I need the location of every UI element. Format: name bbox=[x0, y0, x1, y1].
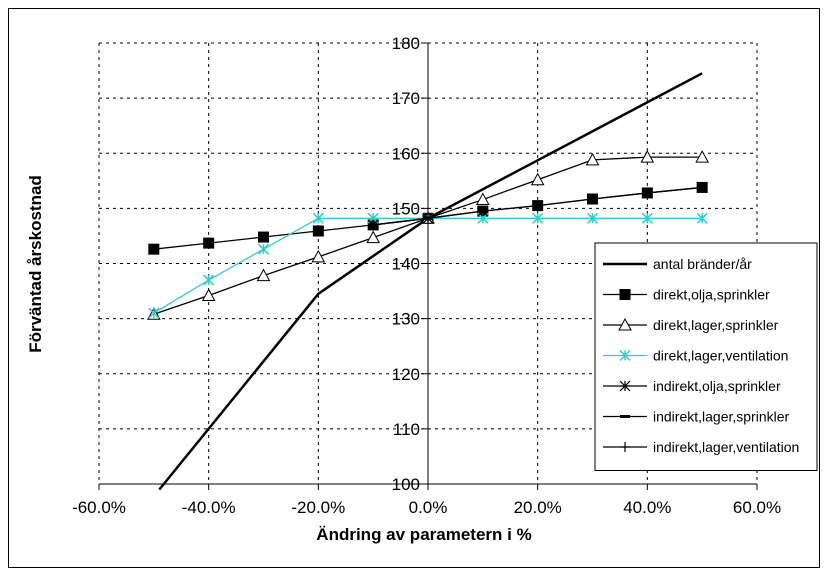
y-tick-label: 140 bbox=[392, 255, 420, 274]
legend-item: direkt,olja,sprinkler bbox=[603, 287, 770, 303]
y-tick-label: 160 bbox=[392, 144, 420, 163]
series-line bbox=[158, 72, 703, 491]
triangle-marker bbox=[695, 150, 710, 163]
star-marker bbox=[477, 205, 489, 217]
square-marker bbox=[312, 225, 324, 237]
square-marker bbox=[258, 231, 269, 243]
asterisk-marker bbox=[696, 212, 708, 224]
plus-marker bbox=[620, 442, 630, 452]
y-tick-label: 170 bbox=[392, 89, 420, 108]
legend-label: indirekt,lager,sprinkler bbox=[653, 409, 790, 425]
square-marker bbox=[619, 289, 631, 300]
asterisk-marker bbox=[532, 212, 544, 224]
x-tick-label: 20.0% bbox=[514, 498, 562, 517]
triangle-marker bbox=[530, 172, 545, 186]
y-axis-title: Förväntad årskostnad bbox=[26, 175, 45, 353]
legend-item: antal bränder/år bbox=[603, 256, 752, 272]
y-tick-label: 110 bbox=[393, 420, 420, 439]
legend-item: indirekt,lager,sprinkler bbox=[603, 409, 790, 425]
star-marker bbox=[587, 193, 598, 205]
legend-label: direkt,lager,sprinkler bbox=[653, 317, 779, 333]
legend-label: indirekt,lager,ventilation bbox=[653, 439, 799, 455]
y-tick-label: 150 bbox=[392, 199, 420, 218]
asterisk-marker bbox=[203, 274, 215, 286]
legend-item: direkt,lager,sprinkler bbox=[603, 317, 779, 333]
legend-item: indirekt,lager,ventilation bbox=[603, 439, 799, 455]
legend-box bbox=[594, 242, 818, 471]
y-tick-label: 100 bbox=[392, 475, 420, 494]
x-tick-label: -20.0% bbox=[291, 498, 345, 517]
legend-item: direkt,lager,ventilation bbox=[603, 348, 788, 364]
asterisk-marker bbox=[641, 212, 653, 224]
asterisk-marker bbox=[619, 349, 631, 362]
triangle-marker bbox=[366, 230, 381, 244]
triangle-marker bbox=[475, 192, 490, 206]
legend: antal bränder/år direkt,olja,sprinkler dir… bbox=[594, 242, 818, 471]
x-axis-title: Ändring av parametern i % bbox=[316, 525, 531, 544]
series-6 bbox=[368, 213, 433, 230]
legend-label: indirekt,olja,sprinkler bbox=[653, 378, 781, 394]
series-layer bbox=[146, 72, 710, 491]
triangle-marker bbox=[585, 152, 600, 166]
triangle-marker bbox=[201, 288, 216, 301]
triangle-marker bbox=[256, 268, 271, 282]
star-marker bbox=[641, 187, 653, 199]
triangle-marker bbox=[640, 150, 655, 163]
chart-frame: -60.0% -40.0% -20.0% 0.0% 20.0% 40.0% 60.0% 100… bbox=[8, 8, 820, 568]
legend-item: indirekt,olja,sprinkler bbox=[603, 378, 781, 394]
y-tick-label: 120 bbox=[392, 365, 420, 384]
legend-label: antal bränder/år bbox=[653, 256, 752, 272]
triangle-marker bbox=[311, 249, 326, 263]
asterisk-marker bbox=[586, 212, 599, 224]
x-tick-label: 0.0% bbox=[409, 498, 448, 517]
plus-marker bbox=[368, 219, 379, 230]
axes bbox=[98, 42, 758, 490]
legend-label: direkt,lager,ventilation bbox=[653, 348, 788, 364]
y-tick-label: 130 bbox=[392, 310, 420, 329]
star-marker bbox=[696, 182, 708, 193]
legend-label: direkt,olja,sprinkler bbox=[653, 287, 770, 303]
x-tick-label: 40.0% bbox=[623, 498, 671, 517]
triangle-marker bbox=[618, 317, 632, 331]
star-marker bbox=[619, 380, 631, 392]
series-0 bbox=[158, 72, 703, 491]
dash-marker bbox=[620, 415, 630, 418]
tick-labels: -60.0% -40.0% -20.0% 0.0% 20.0% 40.0% 60.0% 100… bbox=[72, 34, 781, 517]
x-tick-label: 60.0% bbox=[733, 498, 781, 517]
asterisk-marker bbox=[148, 307, 160, 319]
y-tick-label: 180 bbox=[392, 34, 420, 53]
asterisk-marker bbox=[312, 212, 324, 224]
square-marker bbox=[148, 243, 160, 255]
star-marker bbox=[532, 200, 544, 212]
series-line bbox=[373, 217, 429, 226]
plus-marker bbox=[423, 213, 433, 224]
x-tick-label: -40.0% bbox=[182, 498, 236, 517]
x-tick-label: -60.0% bbox=[72, 498, 126, 517]
asterisk-marker bbox=[257, 243, 270, 255]
square-marker bbox=[203, 237, 215, 249]
chart-svg: -60.0% -40.0% -20.0% 0.0% 20.0% 40.0% 60.0% 100… bbox=[26, 34, 818, 544]
